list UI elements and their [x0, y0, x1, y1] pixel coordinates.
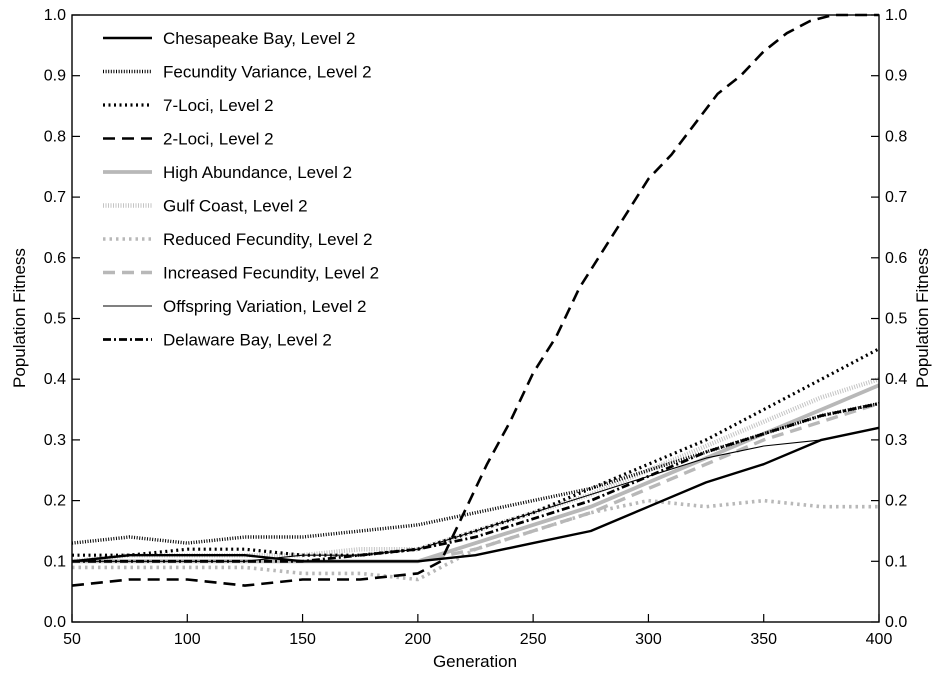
- legend-label-offspring-variation-level-2: Offspring Variation, Level 2: [163, 297, 367, 316]
- y-tick-label-right: 0.7: [885, 189, 907, 206]
- x-tick-label: 200: [405, 631, 432, 648]
- x-tick-label: 400: [866, 631, 893, 648]
- y-tick-label-right: 1.0: [885, 7, 907, 24]
- y-tick-label-right: 0.2: [885, 493, 907, 510]
- series-line-chesapeake-bay-level-2: [71, 426, 880, 563]
- legend-label-reduced-fecundity-level-2: Reduced Fecundity, Level 2: [163, 230, 372, 249]
- y-tick-label-right: 0.5: [885, 311, 907, 328]
- y-axis-title-left: Population Fitness: [10, 248, 29, 388]
- y-tick-label-right: 0.0: [885, 614, 907, 631]
- y-tick-label-left: 1.0: [44, 7, 66, 24]
- series-line-2-loci-level-2: [71, 13, 879, 587]
- y-tick-label-right: 0.6: [885, 250, 907, 267]
- y-axis-title-right: Population Fitness: [913, 248, 932, 388]
- y-tick-label-right: 0.9: [885, 68, 907, 85]
- x-tick-label: 350: [750, 631, 777, 648]
- y-tick-label-left: 0.9: [44, 68, 66, 85]
- x-axis-title: Generation: [433, 652, 517, 671]
- y-tick-label-left: 0.6: [44, 250, 66, 267]
- series-line-delaware-bay-level-2: [72, 402, 880, 563]
- y-tick-label-right: 0.3: [885, 432, 907, 449]
- y-tick-label-right: 0.1: [885, 553, 907, 570]
- legend-label-2-loci-level-2: 2-Loci, Level 2: [163, 130, 274, 149]
- x-tick-label: 300: [635, 631, 662, 648]
- y-tick-label-left: 0.7: [44, 189, 66, 206]
- legend-label-chesapeake-bay-level-2: Chesapeake Bay, Level 2: [163, 29, 355, 48]
- legend-label-increased-fecundity-level-2: Increased Fecundity, Level 2: [163, 264, 379, 283]
- y-tick-label-left: 0.5: [44, 311, 66, 328]
- x-tick-label: 100: [174, 631, 201, 648]
- x-tick-label: 150: [289, 631, 316, 648]
- y-tick-label-left: 0.8: [44, 128, 66, 145]
- legend: Chesapeake Bay, Level 2 Fecundity Varianc…: [103, 29, 379, 350]
- legend-label-gulf-coast-level-2: Gulf Coast, Level 2: [163, 197, 308, 216]
- y-tick-label-right: 0.8: [885, 128, 907, 145]
- series-line-fecundity-variance-level-2: [71, 401, 880, 545]
- legend-label-high-abundance-level-2: High Abundance, Level 2: [163, 163, 352, 182]
- y-tick-label-left: 0.0: [44, 614, 66, 631]
- legend-label-7-loci-level-2: 7-Loci, Level 2: [163, 96, 274, 115]
- y-tick-label-left: 0.1: [44, 553, 66, 570]
- y-tick-label-right: 0.4: [885, 371, 907, 388]
- y-tick-label-left: 0.4: [44, 371, 66, 388]
- y-tick-label-left: 0.2: [44, 493, 66, 510]
- legend-label-fecundity-variance-level-2: Fecundity Variance, Level 2: [163, 63, 372, 82]
- x-tick-label: 50: [63, 631, 81, 648]
- legend-label-delaware-bay-level-2: Delaware Bay, Level 2: [163, 331, 332, 350]
- x-tick-label: 250: [520, 631, 547, 648]
- series-line-7-loci-level-2: [72, 347, 880, 557]
- series-layer: [71, 13, 880, 587]
- y-tick-label-left: 0.3: [44, 432, 66, 449]
